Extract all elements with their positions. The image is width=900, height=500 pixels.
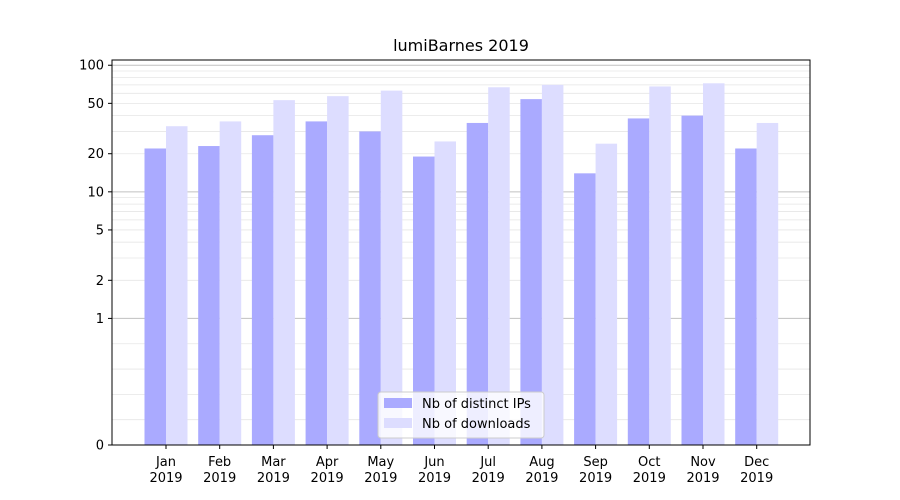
x-tick-label: Jun 2019: [418, 455, 451, 486]
legend-label: Nb of downloads: [422, 417, 531, 432]
bar-distinct-ips: [305, 121, 328, 445]
bar-downloads: [327, 96, 349, 446]
bar-distinct-ips: [520, 99, 542, 445]
x-tick-label: Apr 2019: [311, 455, 344, 486]
bar-distinct-ips: [359, 131, 381, 445]
x-tick-month: Oct: [638, 455, 660, 470]
bar-downloads: [756, 122, 779, 445]
x-tick-label: Aug 2019: [525, 455, 558, 486]
y-tick-label: 0: [96, 439, 104, 454]
bar-downloads: [649, 86, 671, 445]
x-tick-label: Sep 2019: [579, 455, 612, 486]
x-tick-label: Feb 2019: [203, 455, 236, 486]
bar-distinct-ips: [627, 118, 650, 445]
x-tick-year: 2019: [149, 471, 182, 486]
x-tick-label: Dec 2019: [740, 455, 773, 486]
bar-downloads: [273, 100, 295, 445]
x-tick-label: Oct 2019: [633, 455, 666, 486]
x-tick-year: 2019: [418, 471, 451, 486]
x-tick-month: Feb: [208, 455, 231, 470]
bar-distinct-ips: [574, 173, 596, 445]
chart-title: lumiBarnes 2019: [393, 36, 529, 55]
x-tick-year: 2019: [364, 471, 397, 486]
x-tick-year: 2019: [740, 471, 773, 486]
y-tick-label: 20: [87, 147, 104, 162]
x-tick-label: Jan 2019: [149, 455, 182, 486]
x-tick-label: May 2019: [364, 455, 397, 486]
x-tick-label: Mar 2019: [257, 455, 290, 486]
x-tick-year: 2019: [472, 471, 505, 486]
x-tick-month: Sep: [583, 455, 608, 470]
x-tick-label: Jul 2019: [472, 455, 505, 486]
bar-downloads: [541, 84, 564, 445]
x-tick-month: Apr: [316, 455, 339, 470]
x-tick-year: 2019: [686, 471, 719, 486]
x-tick-month: Dec: [744, 455, 769, 470]
legend-swatch: [384, 418, 412, 428]
y-tick-label: 5: [96, 223, 104, 238]
x-tick-year: 2019: [203, 471, 236, 486]
bar-distinct-ips: [466, 122, 489, 445]
legend-box: [377, 391, 545, 439]
x-tick-month: Mar: [261, 455, 286, 470]
x-tick-year: 2019: [633, 471, 666, 486]
y-tick-label: 2: [96, 274, 104, 289]
x-tick-year: 2019: [257, 471, 290, 486]
x-tick-year: 2019: [579, 471, 612, 486]
bars: [144, 83, 779, 446]
x-tick-year: 2019: [525, 471, 558, 486]
bar-distinct-ips: [198, 146, 220, 445]
bar-distinct-ips: [735, 148, 757, 445]
bar-downloads: [166, 126, 188, 446]
x-tick-month: Nov: [690, 455, 716, 470]
bar-distinct-ips: [251, 135, 274, 445]
bar-distinct-ips: [144, 148, 166, 445]
x-tick-year: 2019: [311, 471, 344, 486]
x-tick-label: Nov 2019: [686, 455, 719, 486]
x-tick-month: May: [367, 455, 394, 470]
plot-frame: [111, 59, 811, 446]
bar-downloads: [703, 83, 725, 445]
bar-downloads: [595, 143, 618, 445]
bar-downloads: [488, 87, 510, 445]
bar-downloads: [380, 90, 403, 445]
y-tick-label: 10: [87, 185, 104, 200]
y-tick-label: 1: [96, 312, 104, 327]
bar-distinct-ips: [413, 156, 435, 446]
y-axis: 0 1 2 5 10 20 50 100: [79, 59, 112, 454]
bar-downloads: [434, 141, 456, 445]
bar-distinct-ips: [681, 115, 703, 445]
x-tick-month: Jul: [479, 455, 496, 470]
legend: Nb of distinct IPs Nb of downloads: [377, 391, 545, 439]
bar-downloads: [219, 121, 242, 445]
y-tick-label: 100: [79, 59, 104, 74]
legend-swatch: [384, 398, 412, 408]
x-tick-month: Jan: [155, 455, 176, 470]
y-tick-label: 50: [87, 97, 104, 112]
x-tick-month: Jun: [423, 455, 444, 470]
x-tick-month: Aug: [529, 455, 554, 470]
legend-label: Nb of distinct IPs: [422, 397, 531, 412]
